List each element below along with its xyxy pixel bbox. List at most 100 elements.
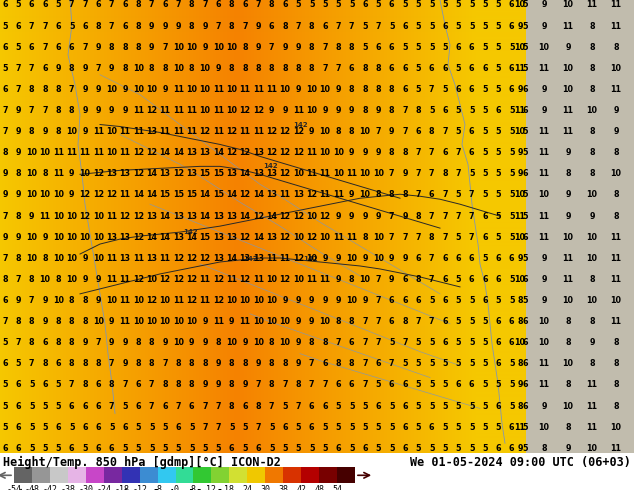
- Text: 6: 6: [443, 296, 448, 305]
- Text: 10: 10: [66, 254, 77, 263]
- Text: 5: 5: [509, 106, 514, 115]
- Text: 10: 10: [253, 296, 264, 305]
- Text: 5: 5: [429, 106, 434, 115]
- Text: 6: 6: [469, 64, 474, 73]
- Text: 5: 5: [496, 0, 501, 9]
- Text: 10: 10: [146, 275, 157, 284]
- Text: 15: 15: [213, 191, 224, 199]
- Text: 5: 5: [16, 0, 21, 9]
- Text: 5: 5: [242, 423, 248, 432]
- Bar: [68, 467, 86, 483]
- Text: 5: 5: [456, 359, 461, 368]
- Text: 5: 5: [509, 296, 514, 305]
- Text: 11: 11: [538, 359, 550, 368]
- Text: 8: 8: [322, 338, 328, 347]
- Text: 6: 6: [429, 191, 434, 199]
- Text: 5: 5: [456, 22, 461, 30]
- Text: 10: 10: [66, 127, 77, 136]
- Text: 9: 9: [256, 359, 261, 368]
- Text: 6: 6: [82, 401, 87, 411]
- Text: 8: 8: [162, 64, 168, 73]
- Text: 5: 5: [509, 212, 514, 220]
- Text: 12: 12: [173, 170, 184, 178]
- Text: 10: 10: [226, 296, 237, 305]
- Text: 9: 9: [162, 22, 168, 30]
- Text: 6: 6: [402, 444, 408, 453]
- Text: 11: 11: [160, 254, 171, 263]
- Text: 8: 8: [122, 64, 128, 73]
- Text: 5: 5: [509, 170, 514, 178]
- Text: 5: 5: [522, 64, 527, 73]
- Text: -54: -54: [6, 485, 22, 490]
- Text: 7: 7: [335, 64, 341, 73]
- Text: 8: 8: [29, 275, 34, 284]
- Text: 12: 12: [293, 127, 304, 136]
- Text: 8: 8: [429, 127, 434, 136]
- Text: 6: 6: [362, 444, 368, 453]
- Text: 10: 10: [359, 170, 370, 178]
- Text: 7: 7: [375, 275, 381, 284]
- Text: 10: 10: [146, 85, 157, 94]
- Text: 9: 9: [216, 359, 221, 368]
- Text: 15: 15: [186, 191, 197, 199]
- Text: 5: 5: [469, 0, 474, 9]
- Text: 7: 7: [415, 170, 421, 178]
- Text: 6: 6: [69, 43, 74, 52]
- Text: 12: 12: [173, 275, 184, 284]
- Text: 5: 5: [522, 191, 527, 199]
- Text: 7: 7: [216, 22, 221, 30]
- Text: 8: 8: [109, 380, 115, 390]
- Text: 8: 8: [589, 148, 595, 157]
- Text: 14: 14: [146, 170, 157, 178]
- Text: 11: 11: [53, 170, 64, 178]
- Text: 6: 6: [469, 127, 474, 136]
- Text: 8: 8: [136, 359, 141, 368]
- Text: 9: 9: [269, 106, 275, 115]
- Text: 6: 6: [122, 22, 127, 30]
- Text: 8: 8: [42, 170, 48, 178]
- Text: 10: 10: [253, 317, 264, 326]
- Text: 11: 11: [200, 296, 210, 305]
- Text: 9: 9: [613, 127, 619, 136]
- Text: 10: 10: [186, 43, 197, 52]
- Text: 9: 9: [96, 85, 101, 94]
- Text: 11: 11: [160, 106, 171, 115]
- Text: 8: 8: [613, 191, 619, 199]
- Text: 11: 11: [320, 275, 330, 284]
- Text: 11: 11: [173, 106, 184, 115]
- Text: 7: 7: [443, 127, 448, 136]
- Text: Height/Temp. 850 hPa [gdmp][°C] ICON-D2: Height/Temp. 850 hPa [gdmp][°C] ICON-D2: [3, 456, 281, 469]
- Text: -38: -38: [60, 485, 75, 490]
- Text: 10: 10: [538, 43, 550, 52]
- Text: 9: 9: [335, 212, 341, 220]
- Text: 5: 5: [482, 22, 488, 30]
- Text: 7: 7: [202, 423, 208, 432]
- Text: 5: 5: [335, 423, 341, 432]
- Text: 13: 13: [226, 233, 237, 242]
- Text: 8: 8: [517, 317, 523, 326]
- Text: 12: 12: [306, 191, 317, 199]
- Text: 5: 5: [482, 380, 488, 390]
- Text: 12: 12: [240, 233, 250, 242]
- Text: 8: 8: [402, 317, 408, 326]
- Text: 5: 5: [362, 401, 368, 411]
- Text: 12: 12: [280, 233, 290, 242]
- Text: 11: 11: [253, 85, 264, 94]
- Text: 11: 11: [173, 85, 184, 94]
- Text: 9: 9: [517, 148, 523, 157]
- Text: 9: 9: [517, 22, 523, 30]
- Text: 7: 7: [3, 317, 8, 326]
- Text: 5: 5: [482, 127, 488, 136]
- Text: 10: 10: [26, 233, 37, 242]
- Text: 6: 6: [375, 401, 381, 411]
- Text: 8: 8: [375, 85, 381, 94]
- Text: 8: 8: [82, 359, 88, 368]
- Text: 13: 13: [173, 212, 184, 220]
- Text: 5: 5: [456, 338, 461, 347]
- Text: 9: 9: [216, 64, 221, 73]
- Text: 5: 5: [496, 43, 501, 52]
- Text: 8: 8: [56, 127, 61, 136]
- Text: 6: 6: [375, 359, 381, 368]
- Text: 5: 5: [309, 0, 314, 9]
- Text: 8: 8: [375, 64, 381, 73]
